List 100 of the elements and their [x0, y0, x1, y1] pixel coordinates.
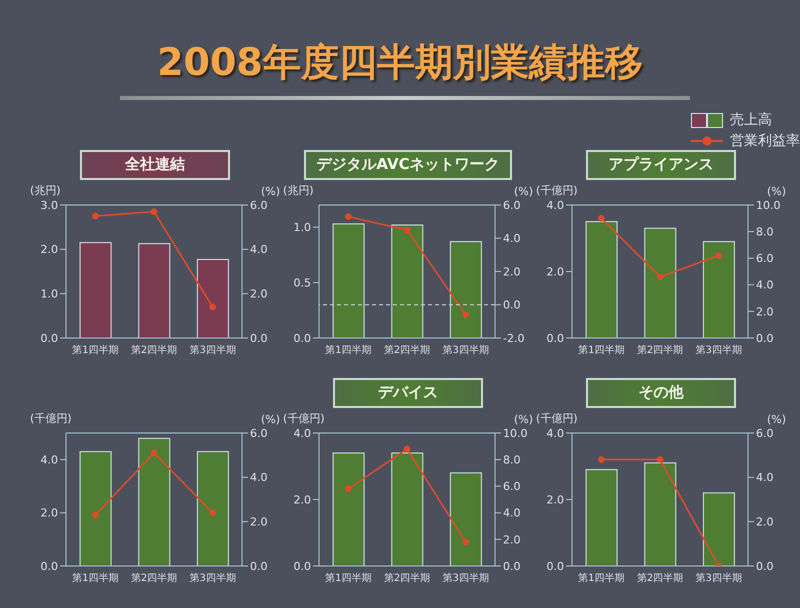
chart-title: その他	[638, 383, 684, 401]
y2-tick-label: 6.0	[503, 480, 520, 494]
y-tick-label: 1.0	[294, 221, 311, 234]
y-tick-label: 2.0	[546, 265, 564, 278]
point	[209, 510, 216, 516]
y-axis-title: (兆円)	[283, 184, 314, 197]
point	[598, 215, 605, 222]
y2-tick-label: 4.0	[756, 471, 774, 484]
x-tick-label: 第3四半期	[189, 344, 236, 356]
chart-title: 全社連結	[125, 155, 185, 173]
point	[92, 212, 99, 220]
y2-tick-label: 6.0	[250, 426, 268, 440]
point	[150, 208, 158, 215]
bar	[702, 492, 735, 566]
x-tick-label: 第3四半期	[442, 572, 489, 584]
y2-tick-label: 6.0	[756, 426, 774, 440]
chart-title: デジタルAVCネットワーク	[316, 155, 500, 173]
y2-tick-label: 2.0	[250, 516, 268, 529]
y2-tick-label: 4.0	[503, 232, 520, 246]
y-tick-label: 4.0	[546, 426, 564, 440]
y2-tick-label: 2.0	[250, 288, 268, 301]
y2-tick-label: 2.0	[503, 533, 520, 546]
y2-tick-label: 6.0	[503, 198, 520, 212]
y2-tick-label: 0.0	[503, 560, 520, 573]
y-tick-label: 2.0	[40, 243, 58, 256]
text: 2008年度四半期別業績推移	[157, 40, 643, 84]
point	[404, 226, 410, 234]
bar	[80, 242, 112, 338]
y2-tick-label: 4.0	[250, 243, 268, 256]
bar	[644, 462, 676, 566]
y2-tick-label: 0.0	[756, 332, 774, 345]
x-tick-label: 第1四半期	[72, 572, 119, 584]
y2-tick-label: 8.0	[756, 226, 774, 239]
y2-tick-label: 4.0	[756, 278, 774, 292]
y2-axis-title: (%)	[766, 185, 786, 198]
y-tick-label: 0.5	[294, 276, 311, 290]
y2-tick-label: 0.0	[503, 298, 520, 312]
x-tick-label: 第2四半期	[636, 344, 684, 356]
y2-axis-title: (%)	[260, 185, 280, 198]
bar	[196, 259, 229, 338]
point	[404, 446, 410, 452]
y-tick-label: 0.0	[546, 560, 564, 573]
legend-label: 売上高	[730, 112, 772, 128]
x-tick-label: 第1四半期	[72, 344, 119, 356]
point	[345, 486, 352, 492]
chart-title: アプライアンス	[608, 155, 714, 173]
y-tick-label: 0.0	[40, 332, 58, 345]
x-tick-label: 第3四半期	[695, 344, 742, 356]
y2-tick-label: 0.0	[250, 332, 268, 345]
bar	[702, 241, 735, 338]
x-tick-label: 第1四半期	[578, 572, 625, 584]
y2-tick-label: 0.0	[250, 560, 268, 573]
point	[462, 311, 469, 318]
y2-tick-label: 2.0	[756, 305, 774, 318]
y2-axis-title: (%)	[260, 413, 280, 426]
y2-tick-label: 10.0	[756, 198, 780, 212]
y-tick-label: 0.0	[294, 560, 311, 573]
y2-tick-label: 8.0	[503, 454, 520, 467]
x-tick-label: 第3四半期	[442, 344, 489, 356]
x-tick-label: 第2四半期	[130, 572, 178, 584]
y2-axis-title: (%)	[514, 413, 533, 426]
y-axis-title: (千億円)	[283, 412, 325, 425]
y-tick-label: 4.0	[294, 426, 311, 440]
x-tick-label: 第2四半期	[384, 572, 430, 584]
y-axis-title: (千億円)	[30, 412, 72, 425]
bar	[138, 243, 170, 338]
y-axis-title: (千億円)	[536, 184, 578, 197]
y2-tick-label: 2.0	[756, 516, 774, 529]
y-tick-label: 2.0	[40, 506, 58, 520]
x-tick-label: 第3四半期	[695, 572, 742, 584]
point	[150, 450, 158, 456]
point	[209, 304, 216, 310]
y-tick-label: 4.0	[40, 454, 58, 467]
y-tick-label: 0.0	[546, 332, 564, 345]
point	[462, 538, 469, 546]
bar	[586, 221, 618, 338]
x-tick-label: 第2四半期	[130, 344, 178, 356]
y2-tick-label: 0.0	[756, 560, 774, 573]
y-tick-label: 1.0	[40, 288, 58, 301]
point	[345, 213, 352, 220]
x-tick-label: 第1四半期	[325, 344, 372, 356]
y2-tick-label: 6.0	[756, 252, 774, 266]
bar	[586, 469, 618, 566]
y-tick-label: 4.0	[546, 198, 564, 212]
y-tick-label: 0.0	[40, 560, 58, 573]
bar	[644, 228, 676, 338]
chart-title: デバイス	[378, 383, 438, 401]
y2-tick-label: -2.0	[503, 332, 524, 345]
y2-tick-label: 6.0	[250, 198, 268, 212]
y2-axis-title: (%)	[514, 185, 533, 198]
y2-tick-label: 2.0	[503, 265, 520, 278]
y2-axis-title: (%)	[766, 413, 786, 426]
y-tick-label: 2.0	[294, 493, 311, 506]
x-tick-label: 第1四半期	[325, 572, 372, 584]
y-tick-label: 3.0	[40, 198, 58, 212]
x-tick-label: 第1四半期	[578, 344, 625, 356]
y2-tick-label: 4.0	[250, 471, 268, 484]
x-tick-label: 第2四半期	[636, 572, 684, 584]
x-tick-label: 第2四半期	[384, 344, 430, 356]
y2-tick-label: 10.0	[503, 426, 528, 440]
